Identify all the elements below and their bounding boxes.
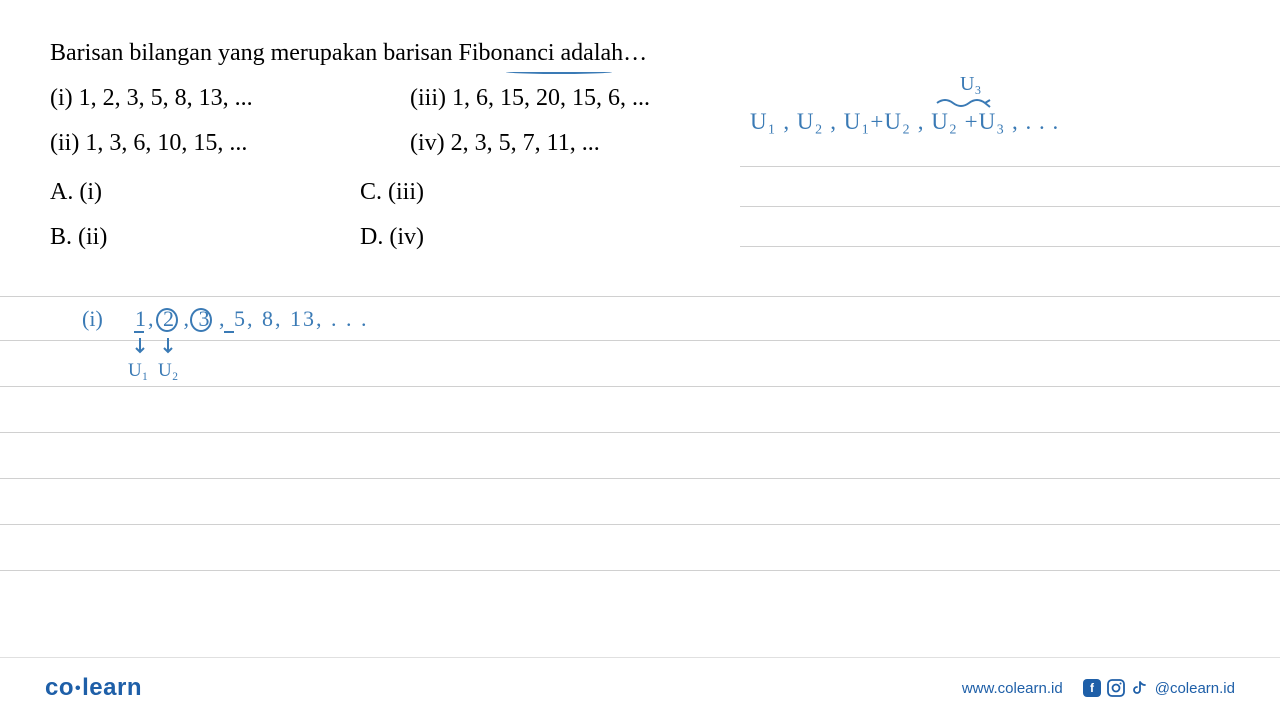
arrow-down-1 [132,336,148,360]
underline-1 [134,331,144,333]
logo: co•learn [45,674,142,702]
hand-u3-label: U₃ [960,73,981,96]
facebook-icon: f [1083,679,1101,697]
instagram-icon [1107,679,1125,697]
social-handle: @colearn.id [1155,680,1235,697]
tiktok-icon [1131,679,1149,697]
hand-u2: U₂ [158,360,178,382]
question: Barisan bilangan yang merupakan barisan … [50,40,647,66]
option-iii: (iii) 1, 6, 15, 20, 15, 6, ... [410,81,730,116]
footer: co•learn www.colearn.id f @colearn.id [0,657,1280,702]
answer-grid: A. (i) C. (iii) B. (ii) D. (iv) [50,175,1230,255]
question-text: Barisan bilangan yang merupakan barisan … [50,40,1230,67]
hand-u1: U₁ [128,360,148,382]
answer-b: B. (ii) [50,220,360,255]
arrow-down-2 [160,336,176,360]
option-iv: (iv) 2, 3, 5, 7, 11, ... [410,126,730,161]
circle-2 [156,308,178,332]
circle-3 [190,308,212,332]
website-url: www.colearn.id [962,680,1063,697]
hand-i-label: (i) [82,306,103,332]
social-links: f @colearn.id [1083,679,1235,697]
fibonacci-underline [506,70,612,74]
option-ii: (ii) 1, 3, 6, 10, 15, ... [50,126,410,161]
answer-a: A. (i) [50,175,360,210]
answer-d: D. (iv) [360,220,660,255]
answer-c: C. (iii) [360,175,660,210]
underline-5 [224,331,234,333]
option-i: (i) 1, 2, 3, 5, 8, 13, ... [50,81,410,116]
hand-formula: U₁ , U₂ , U₁+U₂ , U₂ +U₃ , . . . [750,109,1059,135]
